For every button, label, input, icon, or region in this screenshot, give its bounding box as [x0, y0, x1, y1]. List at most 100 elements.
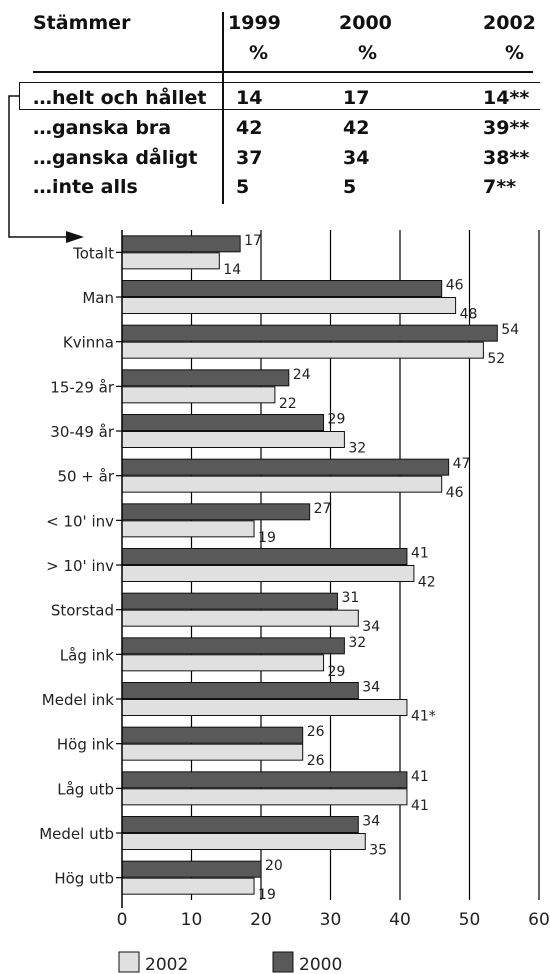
category-label: > 10' inv — [46, 557, 114, 575]
data-label: 27 — [314, 501, 332, 517]
data-label: 41 — [411, 798, 429, 814]
col-header-year-2000: 2000 — [339, 12, 392, 34]
table-cell: 42 — [236, 117, 263, 139]
col-header-unit-2002: % — [505, 42, 525, 64]
table-cell: 14** — [483, 87, 530, 109]
data-label: 47 — [453, 456, 471, 472]
data-label: 54 — [501, 322, 519, 338]
data-label: 26 — [307, 753, 325, 769]
category-label: Hög ink — [57, 736, 114, 754]
data-label: 14 — [223, 262, 241, 278]
category-label: 15-29 år — [50, 378, 115, 396]
table-cell: 39** — [483, 117, 530, 139]
data-label: 32 — [348, 441, 366, 457]
bar — [121, 771, 408, 789]
table-cell: 34 — [343, 147, 370, 169]
bar — [121, 788, 408, 806]
table-cell: 38** — [483, 147, 530, 169]
data-label: 22 — [279, 396, 297, 412]
category-label: Låg ink — [60, 646, 115, 664]
data-label: 29 — [328, 412, 346, 428]
data-label: 34 — [362, 680, 380, 696]
category-label: Medel utb — [39, 825, 114, 843]
table-cell: 42 — [343, 117, 370, 139]
bar — [121, 565, 415, 582]
data-label: 32 — [348, 635, 366, 651]
table-header-label: Stämmer — [33, 12, 131, 34]
bar — [121, 414, 325, 431]
category-label: Låg utb — [57, 780, 114, 798]
table-cell: 5 — [236, 176, 250, 198]
bar — [121, 235, 241, 253]
x-tick-label: 50 — [459, 910, 481, 930]
x-tick-label: 20 — [250, 910, 272, 930]
bar — [121, 743, 304, 761]
data-label: 41* — [411, 709, 436, 725]
bar — [121, 726, 304, 744]
bar — [121, 609, 359, 627]
bar — [121, 431, 345, 448]
data-label: 19 — [258, 887, 276, 903]
table-row-label: …ganska bra — [33, 117, 172, 139]
col-header-unit-1999: % — [249, 42, 269, 64]
data-label: 24 — [293, 367, 311, 383]
data-label: 35 — [369, 843, 387, 859]
data-label: 17 — [244, 233, 262, 249]
bar — [121, 369, 290, 387]
bar — [121, 833, 366, 850]
col-header-year-2002: 2002 — [483, 12, 536, 34]
bar — [121, 341, 484, 359]
highlight-row-box — [19, 82, 222, 110]
category-label: 50 + år — [57, 468, 114, 486]
table-cell: 14 — [236, 87, 263, 109]
legend-label: 2002 — [145, 955, 188, 974]
bar — [121, 458, 450, 476]
bar — [121, 877, 255, 895]
table-cell: 7** — [483, 176, 517, 198]
data-label: 41 — [411, 546, 429, 562]
table-header-rule — [33, 71, 533, 73]
data-label: 52 — [487, 351, 505, 367]
data-label: 31 — [341, 590, 359, 606]
category-label: Storstad — [51, 602, 114, 620]
bar — [121, 548, 408, 565]
bar — [121, 592, 338, 610]
summary-table: Stämmer 1999 % 2000 % 2002 % …helt och h… — [0, 0, 550, 210]
data-label: 42 — [418, 575, 436, 591]
data-label: 41 — [411, 769, 429, 785]
x-tick-label: 40 — [389, 910, 411, 930]
bar — [121, 475, 443, 493]
legend-label: 2000 — [299, 955, 342, 974]
bar — [121, 520, 255, 538]
x-tick-label: 30 — [320, 910, 342, 930]
bar — [121, 637, 345, 655]
legend-swatch — [272, 951, 294, 973]
data-label: 29 — [328, 664, 346, 680]
highlight-connector-arrow — [8, 95, 84, 243]
bar — [121, 503, 311, 521]
bar — [121, 280, 443, 297]
table-cell: 37 — [236, 147, 263, 169]
bar — [121, 252, 220, 270]
data-label: 19 — [258, 530, 276, 546]
data-label: 46 — [446, 278, 464, 294]
category-label: < 10' inv — [46, 512, 114, 530]
bar — [121, 386, 276, 404]
x-tick-label: 0 — [117, 910, 128, 930]
table-row-label: …helt och hållet — [33, 87, 207, 109]
table-cell: 5 — [343, 176, 357, 198]
bar — [121, 654, 325, 672]
col-header-unit-2000: % — [358, 42, 378, 64]
table-column-divider — [222, 12, 224, 204]
bar — [121, 699, 408, 716]
data-label: 26 — [307, 724, 325, 740]
col-header-year-1999: 1999 — [228, 12, 281, 34]
bar — [121, 860, 262, 878]
bar — [121, 324, 498, 342]
x-tick-label: 60 — [528, 910, 550, 930]
table-cell: 17 — [343, 87, 370, 109]
category-label: 30-49 år — [50, 423, 115, 441]
highlight-row-box-right — [222, 82, 540, 110]
data-label: 34 — [362, 619, 380, 635]
